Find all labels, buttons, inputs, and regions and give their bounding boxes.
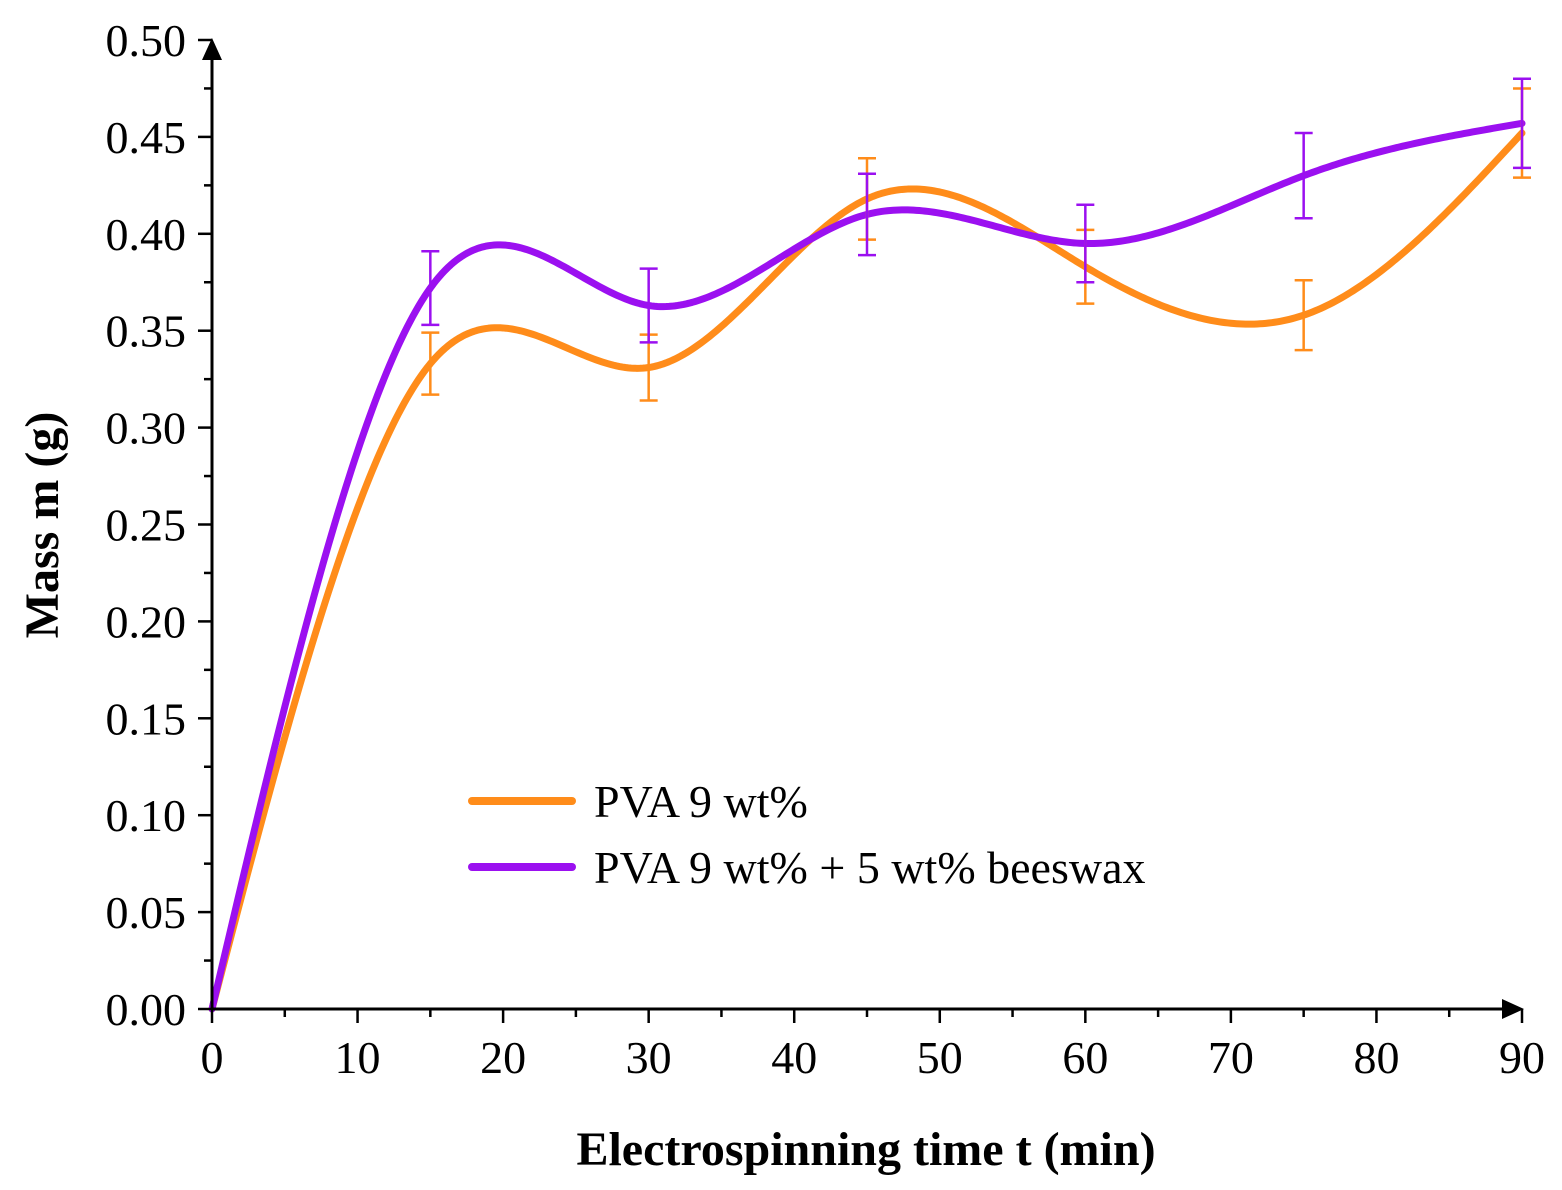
y-tick-label: 0.20 xyxy=(106,596,187,647)
y-tick-label: 0.50 xyxy=(106,15,187,66)
legend: PVA 9 wt% PVA 9 wt% + 5 wt% beeswax xyxy=(468,776,1146,893)
y-tick-label: 0.25 xyxy=(106,500,187,551)
x-tick-label: 60 xyxy=(1062,1032,1108,1083)
x-axis-title: Electrospinning time t (min) xyxy=(576,1123,1155,1176)
y-tick-label: 0.30 xyxy=(106,403,187,454)
x-axis-arrow xyxy=(1502,999,1524,1019)
error-bar-series-2 xyxy=(1513,77,1531,170)
legend-label-2: PVA 9 wt% + 5 wt% beeswax xyxy=(594,842,1146,893)
error-bar-series-2 xyxy=(639,267,658,344)
y-tick-label: 0.35 xyxy=(106,306,187,357)
x-tick-label: 30 xyxy=(626,1032,672,1083)
x-tick-label: 70 xyxy=(1208,1032,1254,1083)
y-axis-title: Mass m (g) xyxy=(16,412,69,639)
error-bar-series-2 xyxy=(1294,131,1313,220)
y-axis-arrow xyxy=(202,38,222,60)
error-bar-series-2 xyxy=(858,172,876,257)
x-tick-label: 10 xyxy=(335,1032,381,1083)
error-bar-series-1 xyxy=(1294,279,1313,352)
error-bar-series-2 xyxy=(421,249,440,327)
x-tick-label: 40 xyxy=(771,1032,817,1083)
y-tick-label: 0.05 xyxy=(106,887,187,938)
axes xyxy=(202,38,1524,1019)
x-tick-label: 20 xyxy=(480,1032,526,1083)
x-tick-label: 80 xyxy=(1353,1032,1399,1083)
y-tick-label: 0.10 xyxy=(106,790,187,841)
x-tick-label: 90 xyxy=(1499,1032,1545,1083)
error-bar-series-1 xyxy=(421,331,440,396)
error-bars xyxy=(421,77,1531,402)
y-tick-label: 0.45 xyxy=(106,112,187,163)
y-tick-label: 0.15 xyxy=(106,693,187,744)
y-tick-label: 0.00 xyxy=(106,984,187,1035)
legend-label-1: PVA 9 wt% xyxy=(594,776,808,827)
y-tick-label: 0.40 xyxy=(106,209,187,260)
error-bar-series-2 xyxy=(1076,203,1095,284)
x-tick-label: 0 xyxy=(201,1032,224,1083)
x-tick-label: 50 xyxy=(917,1032,963,1083)
ticks: 0 10 20 30 40 50 60 70 80 90 0.00 0.05 0.10 0.15 0.20 0… xyxy=(106,15,1546,1083)
